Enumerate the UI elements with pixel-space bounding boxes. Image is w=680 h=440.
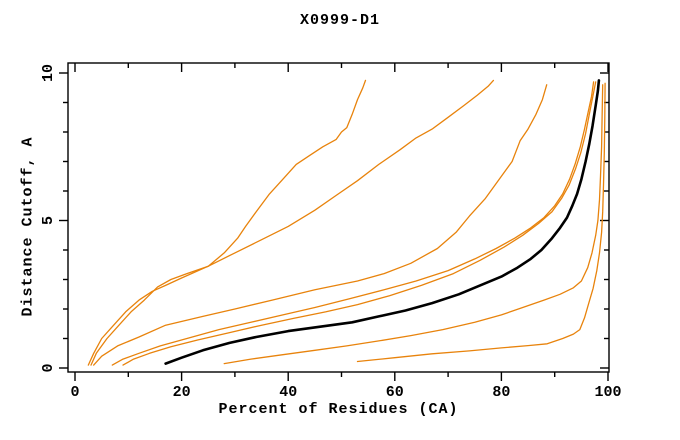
plot-frame (67, 62, 610, 373)
x-tick-label: 100 (594, 384, 621, 401)
x-tick-label: 20 (173, 384, 191, 401)
series-orange-model-5 (122, 81, 597, 366)
series-orange-model-6 (223, 84, 604, 365)
series-black-reference (164, 79, 601, 365)
series-orange-model-7 (356, 82, 606, 363)
x-tick-label: 60 (386, 384, 404, 401)
series-orange-model-2 (87, 79, 495, 366)
y-tick-label: 10 (40, 64, 57, 82)
x-tick-label: 40 (279, 384, 297, 401)
x-tick-label: 80 (492, 384, 510, 401)
y-tick-label: 0 (40, 363, 57, 372)
x-tick-label: 0 (70, 384, 79, 401)
series-orange-model-4 (111, 81, 595, 366)
x-axis-label: Percent of Residues (CA) (218, 401, 459, 418)
y-tick-label: 5 (40, 216, 57, 225)
chart-title: X0999-D1 (299, 12, 380, 29)
series-orange-model-3 (93, 84, 548, 366)
series-orange-model-1 (90, 79, 367, 366)
